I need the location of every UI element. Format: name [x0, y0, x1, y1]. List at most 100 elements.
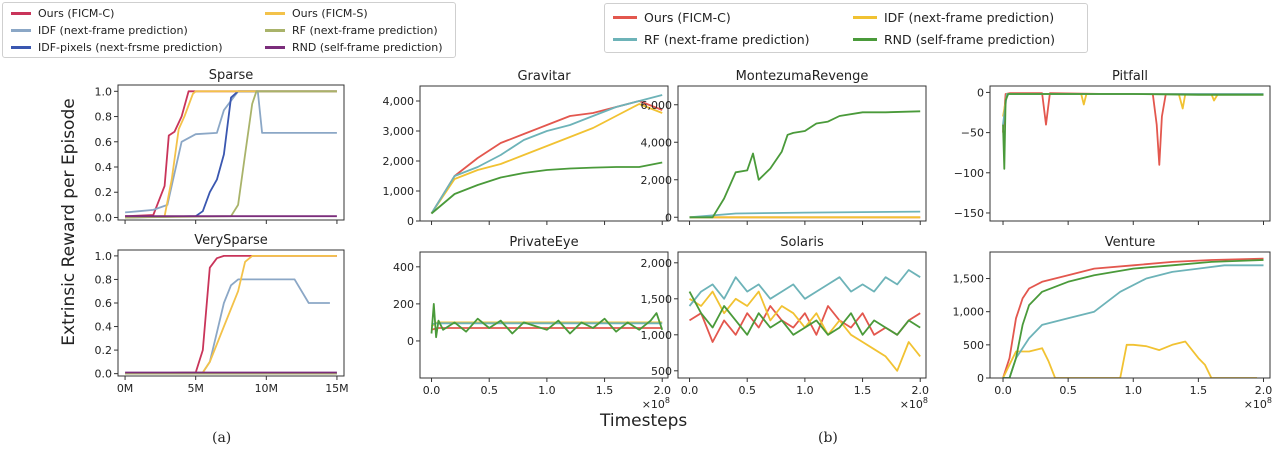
y-tick-label: 2,000 [641, 257, 673, 270]
y-tick-label: 1,500 [953, 273, 985, 286]
legend-b-swatch [613, 38, 637, 41]
y-tick-label: 500 [963, 339, 984, 352]
series-line [125, 255, 337, 375]
x-tick-label: 0.5 [738, 384, 756, 397]
y-tick-label: 2,000 [383, 155, 415, 168]
y-tick-label: 0 [407, 215, 414, 228]
legend-a-item: IDF (next-frame prediction) [11, 24, 188, 37]
x-tick-label: 0.0 [423, 384, 441, 397]
panel-verysparse: VerySparse 0.0 0.2 0.4 0.6 0.8 1.0 0M 5M 10M 15M [95, 233, 349, 395]
caption-b: (b) [818, 430, 838, 446]
y-tick-label: 0.4 [95, 161, 113, 174]
axes-frame [677, 251, 927, 379]
y-tick-label: 0 [665, 211, 672, 224]
y-tick-label: 1.0 [95, 85, 113, 98]
y-tick-label: −150 [954, 207, 984, 220]
series-line [430, 103, 663, 215]
legend-b-swatch [853, 16, 877, 19]
axes-frame [677, 85, 927, 222]
y-tick-label: 6,000 [641, 99, 673, 112]
x-tick-label: 2.0 [911, 384, 929, 397]
legend-a: Ours (FICM-C) IDF (next-frame prediction… [2, 2, 456, 58]
x-tick-label: 5M [187, 382, 204, 395]
y-tick-label: −50 [961, 127, 984, 140]
panel-title: Gravitar [517, 69, 571, 84]
axes-frame [989, 251, 1271, 379]
y-tick-label: 1,000 [953, 306, 985, 319]
x-exponent-label: ×108 [642, 396, 670, 411]
series-line [125, 90, 337, 214]
y-tick-label: 1,500 [641, 293, 673, 306]
x-tick-label: 1.5 [1190, 384, 1208, 397]
legend-a-swatch [11, 46, 31, 49]
x-tick-label: 1.0 [796, 384, 814, 397]
y-tick-label: 0.8 [95, 273, 113, 286]
y-tick-label: 2,000 [641, 174, 673, 187]
series-line [689, 290, 921, 372]
series-line [689, 110, 921, 219]
legend-a-label: Ours (FICM-S) [292, 7, 368, 20]
legend-b-item: RF (next-frame prediction) [613, 32, 810, 47]
y-tick-label: 1,000 [383, 185, 415, 198]
series-line [689, 305, 921, 343]
series-line [1002, 92, 1264, 166]
x-tick-label: 0.0 [681, 384, 699, 397]
y-axis-title: Extrinsic Reward per Episode [59, 98, 79, 346]
y-tick-label: 0 [407, 335, 414, 348]
x-tick-label: 2.0 [653, 384, 671, 397]
panel-montezumarevenge: MontezumaRevenge 0 2,000 4,000 6,000 [641, 69, 927, 225]
y-tick-label: 0 [977, 86, 984, 99]
panel-title: Sparse [209, 68, 254, 83]
y-tick-label: 0.2 [95, 186, 113, 199]
legend-a-item: RF (next-frame prediction) [265, 24, 438, 37]
legend-a-label: Ours (FICM-C) [38, 7, 115, 20]
x-tick-label: 1.0 [1125, 384, 1143, 397]
legend-b-label: RF (next-frame prediction) [644, 32, 810, 47]
series-line [689, 210, 921, 219]
y-tick-label: 0 [977, 372, 984, 385]
panel-venture: Venture 0 500 1,000 1,500 0.0 0.5 1.0 1.5 2.0×108 [953, 235, 1273, 411]
legend-a-swatch [11, 29, 31, 32]
legend-a-swatch [265, 29, 285, 32]
legend-a-label: RND (self-frame prediction) [292, 41, 443, 54]
x-tick-label: 1.0 [538, 384, 556, 397]
x-tick-label: 0.5 [1059, 384, 1077, 397]
y-tick-label: 4,000 [641, 136, 673, 149]
legend-b-item: RND (self-frame prediction) [853, 32, 1055, 47]
y-tick-label: 3,000 [383, 125, 415, 138]
panel-solaris: Solaris 500 1,000 1,500 2,000 0.0 0.5 1.0 1.5 2.0… [641, 235, 929, 411]
series-line [688, 291, 921, 336]
panel-title: Solaris [780, 235, 824, 250]
y-tick-label: 0.8 [95, 111, 113, 124]
y-tick-label: 0.4 [95, 321, 113, 334]
series-line [1002, 93, 1264, 170]
legend-b-swatch [613, 16, 637, 19]
legend-a-swatch [11, 12, 31, 15]
axes-frame [419, 251, 669, 379]
legend-b-label: IDF (next-frame prediction) [884, 10, 1055, 25]
axes-frame [989, 85, 1271, 222]
x-exponent-label: ×108 [900, 396, 928, 411]
legend-b-item: IDF (next-frame prediction) [853, 10, 1054, 25]
panel-title: Venture [1105, 235, 1156, 250]
axes-frame [117, 249, 345, 377]
legend-b: Ours (FICM-C) RF (next-frame prediction)… [604, 3, 1088, 53]
y-tick-label: 0.0 [95, 368, 113, 381]
panel-title: PrivateEye [509, 235, 578, 250]
series-line [1003, 259, 1264, 378]
y-tick-label: 400 [393, 261, 414, 274]
legend-a-swatch [265, 46, 285, 49]
legend-b-item: Ours (FICM-C) [613, 10, 731, 25]
series-line [125, 90, 337, 218]
legend-b-label: Ours (FICM-C) [644, 10, 731, 25]
x-tick-label: 1.5 [854, 384, 872, 397]
y-tick-label: 1.0 [95, 250, 113, 263]
series-line [125, 278, 330, 375]
panel-gravitar: Gravitar 0 1,000 2,000 3,000 4,000 [383, 69, 669, 228]
legend-a-label: IDF-pixels (next-frsme prediction) [38, 41, 223, 54]
axes-frame [419, 85, 669, 222]
x-tick-label: 0.0 [994, 384, 1012, 397]
x-tick-label: 0.5 [480, 384, 498, 397]
series-line [430, 303, 664, 339]
